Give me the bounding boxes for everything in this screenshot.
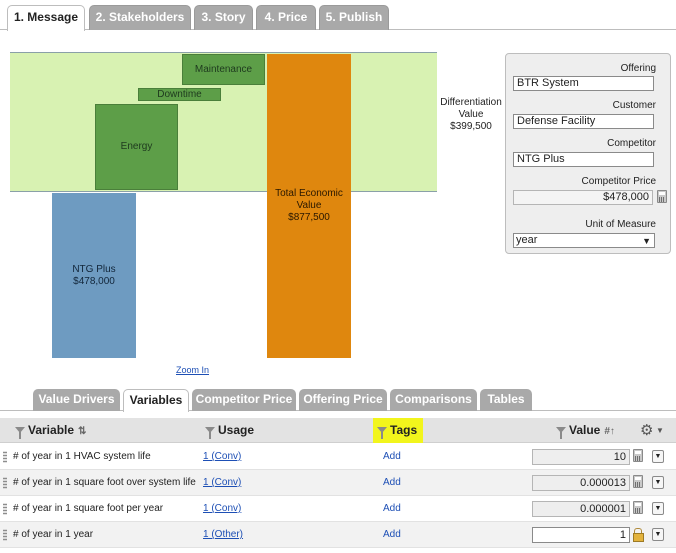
tab-price[interactable]: 4. Price: [256, 5, 316, 30]
variable-name: # of year in 1 square foot per year: [13, 503, 164, 514]
table-row: # of year in 1 square foot per year 1 (C…: [0, 496, 676, 522]
usage-link[interactable]: 1 (Conv): [203, 503, 242, 514]
competitor-label: Competitor: [607, 138, 656, 149]
row-menu-button[interactable]: ▼: [652, 450, 664, 463]
filter-icon[interactable]: [377, 426, 387, 439]
energy-bar[interactable]: Energy: [95, 104, 178, 190]
filter-icon[interactable]: [205, 426, 215, 439]
lower-tab-bar: Value Drivers Variables Competitor Price…: [0, 387, 676, 412]
usage-header-label: Usage: [218, 423, 255, 437]
maintenance-bar[interactable]: Maintenance: [182, 54, 265, 85]
value-chart: Maintenance Downtime Energy NTG Plus $47…: [0, 30, 502, 380]
tab-tables[interactable]: Tables: [480, 389, 532, 411]
add-tag-link[interactable]: Add: [383, 451, 401, 462]
total-value-line1: Total Economic: [275, 188, 343, 199]
tags-header-label: Tags: [390, 423, 418, 437]
variable-name: # of year in 1 year: [13, 529, 94, 540]
value-field[interactable]: 10: [532, 449, 630, 465]
energy-label: Energy: [120, 141, 153, 152]
variable-header-label: Variable: [28, 423, 75, 437]
maintenance-label: Maintenance: [194, 63, 253, 75]
gear-icon[interactable]: ⚙: [640, 422, 654, 439]
top-tab-bar: 1. Message 2. Stakeholders 3. Story 4. P…: [0, 0, 676, 31]
table-row: # of year in 1 square foot over system l…: [0, 470, 676, 496]
competitor-price-label: Competitor Price: [581, 176, 656, 187]
table-row: # of year in 1 year 1 (Other) Add 1 ▼: [0, 522, 676, 548]
tab-publish[interactable]: 5. Publish: [319, 5, 389, 30]
sort-icon[interactable]: ⇅: [78, 426, 87, 437]
total-value-line2: Value: [296, 200, 322, 211]
calculator-icon[interactable]: [633, 475, 643, 488]
tab-variables[interactable]: Variables: [123, 389, 189, 412]
usage-column-header[interactable]: Usage: [205, 418, 254, 443]
drag-handle-icon[interactable]: [3, 477, 7, 489]
usage-link[interactable]: 1 (Conv): [203, 477, 242, 488]
customer-label: Customer: [612, 100, 656, 111]
value-header-label: Value: [569, 423, 601, 437]
differentiation-amount: $399,500: [450, 121, 492, 132]
tab-stakeholders[interactable]: 2. Stakeholders: [89, 5, 191, 30]
offering-field[interactable]: BTR System: [513, 76, 654, 91]
competitor-price-field[interactable]: $478,000: [513, 190, 653, 205]
downtime-bar[interactable]: Downtime: [138, 88, 221, 101]
filter-icon[interactable]: [15, 426, 25, 439]
drag-handle-icon[interactable]: [3, 529, 7, 541]
tab-story[interactable]: 3. Story: [194, 5, 253, 30]
downtime-label: Downtime: [157, 88, 202, 100]
row-menu-button[interactable]: ▼: [652, 502, 664, 515]
calculator-icon[interactable]: [633, 501, 643, 514]
unit-of-measure-value: year: [516, 234, 538, 246]
competitor-bar-value: $478,000: [73, 275, 115, 287]
tags-header-highlight: Tags: [373, 418, 424, 443]
unlock-icon[interactable]: [633, 528, 644, 542]
usage-link[interactable]: 1 (Other): [203, 529, 244, 540]
table-header: Variable ⇅ Usage Tags Value #↑ ⚙ ▼: [0, 418, 676, 443]
unit-of-measure-select[interactable]: year ▼: [513, 233, 655, 248]
tags-column-header[interactable]: Tags: [373, 418, 424, 443]
add-tag-link[interactable]: Add: [383, 477, 401, 488]
differentiation-line1: Differentiation: [440, 97, 502, 108]
calculator-icon[interactable]: [633, 449, 643, 462]
tab-offering-price[interactable]: Offering Price: [299, 389, 387, 411]
tab-value-drivers[interactable]: Value Drivers: [33, 389, 120, 411]
sort-icon[interactable]: #↑: [604, 426, 615, 437]
competitor-bar-name: NTG Plus: [72, 263, 116, 275]
row-menu-button[interactable]: ▼: [652, 528, 664, 541]
chevron-down-icon[interactable]: ▼: [656, 426, 664, 435]
chevron-down-icon: ▼: [642, 236, 651, 246]
add-tag-link[interactable]: Add: [383, 503, 401, 514]
filter-icon[interactable]: [556, 426, 566, 439]
tab-message[interactable]: 1. Message: [7, 5, 85, 31]
value-field[interactable]: 0.000001: [532, 501, 630, 517]
variable-name: # of year in 1 HVAC system life: [13, 451, 151, 462]
unit-of-measure-label: Unit of Measure: [585, 219, 656, 230]
scenario-panel: Offering BTR System Customer Defense Fac…: [505, 53, 671, 254]
usage-link[interactable]: 1 (Conv): [203, 451, 242, 462]
calculator-icon[interactable]: [657, 190, 667, 203]
value-column-header[interactable]: Value #↑: [556, 418, 615, 443]
competitor-field[interactable]: NTG Plus: [513, 152, 654, 167]
table-row: # of year in 1 HVAC system life 1 (Conv)…: [0, 444, 676, 470]
differentiation-line2: Value: [458, 109, 484, 120]
variable-column-header[interactable]: Variable ⇅: [15, 418, 86, 443]
drag-handle-icon[interactable]: [3, 451, 7, 463]
variable-name: # of year in 1 square foot over system l…: [13, 477, 196, 488]
add-tag-link[interactable]: Add: [383, 529, 401, 540]
tab-comparisons[interactable]: Comparisons: [390, 389, 477, 411]
customer-field[interactable]: Defense Facility: [513, 114, 654, 129]
tab-competitor-price[interactable]: Competitor Price: [192, 389, 296, 411]
zoom-in-link[interactable]: Zoom In: [176, 365, 210, 375]
drag-handle-icon[interactable]: [3, 503, 7, 515]
value-field[interactable]: 0.000013: [532, 475, 630, 491]
row-menu-button[interactable]: ▼: [652, 476, 664, 489]
competitor-bar[interactable]: NTG Plus $478,000: [52, 193, 136, 358]
total-value-bar[interactable]: Total Economic Value $877,500: [267, 54, 351, 358]
differentiation-label: Differentiation Value $399,500: [438, 97, 504, 133]
offering-label: Offering: [620, 63, 656, 74]
total-value-amount: $877,500: [288, 212, 330, 223]
value-input[interactable]: 1: [532, 527, 630, 543]
